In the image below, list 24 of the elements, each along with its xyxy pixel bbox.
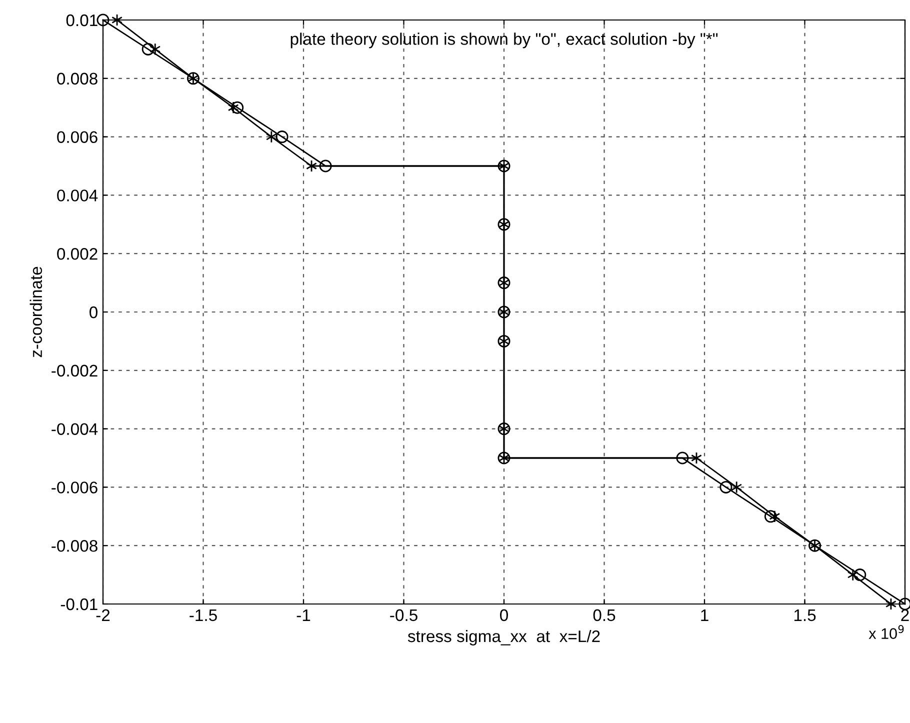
y-tick-label: 0.01 bbox=[66, 14, 98, 26]
text: x 10$^{9}$ bbox=[868, 625, 904, 639]
x-tick-label: 0 bbox=[500, 609, 508, 622]
annotation: plate theory solution is shown by "o", exact solution -by "*" bbox=[290, 32, 718, 48]
y-tick-label: 0.008 bbox=[57, 72, 98, 85]
y-tick-label: -0.002 bbox=[52, 364, 98, 377]
x-tick-label: 2 bbox=[901, 609, 909, 621]
y-tick-label: -0.008 bbox=[52, 540, 98, 552]
x-tick-label: 1.5 bbox=[794, 609, 816, 622]
x-tick-label: -2 bbox=[96, 609, 110, 621]
y-axis-title: z-coordinate bbox=[30, 266, 42, 358]
y-tick-label: 0.006 bbox=[57, 131, 98, 144]
y-tick-label: -0.01 bbox=[60, 598, 98, 610]
y-tick-label: 0 bbox=[90, 306, 98, 318]
x-axis-title: stress sigma_xx at x=L/2 bbox=[408, 630, 600, 646]
y-tick-label: -0.006 bbox=[52, 482, 98, 494]
x-tick-label: -1.5 bbox=[190, 609, 217, 622]
y-tick-label: -0.004 bbox=[52, 423, 98, 436]
x-tick-label: 0.5 bbox=[593, 609, 616, 622]
x-tick-label: -1 bbox=[296, 609, 310, 621]
x-tick-label: 1 bbox=[701, 609, 708, 621]
x-tick-label: -0.5 bbox=[390, 609, 418, 622]
y-tick-label: 0.002 bbox=[57, 248, 98, 260]
y-tick-label: 0.004 bbox=[57, 190, 98, 202]
